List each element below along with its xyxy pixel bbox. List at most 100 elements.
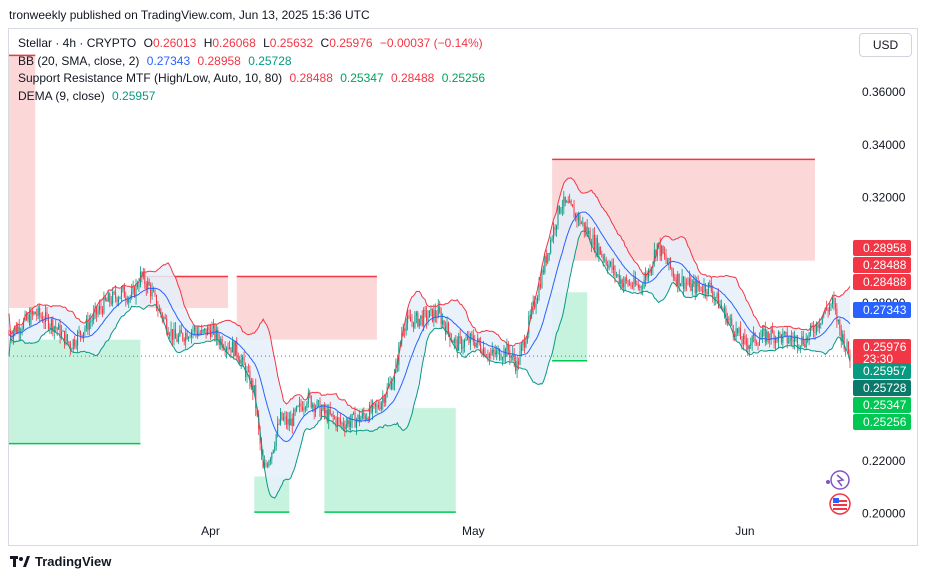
candle-body — [429, 310, 430, 318]
candle-body — [681, 276, 683, 284]
candle-body — [849, 353, 851, 361]
flag-icon[interactable] — [826, 470, 850, 490]
candle-body — [97, 310, 99, 315]
candle-body — [150, 285, 152, 297]
y-tick-label: 0.36000 — [862, 85, 906, 99]
candle-body — [801, 336, 803, 346]
candle-body — [634, 277, 636, 285]
candle-body — [767, 331, 769, 339]
us-flag-icon[interactable] — [829, 493, 851, 515]
candle-body — [459, 336, 461, 338]
candle-body — [208, 327, 210, 331]
candle-body — [18, 326, 20, 334]
candle-body — [247, 370, 249, 372]
candle-body — [446, 322, 448, 335]
candle-body — [55, 326, 57, 329]
candle-body — [266, 464, 268, 467]
price-label-box — [853, 414, 911, 430]
candle-body — [103, 296, 105, 314]
candle-body — [255, 385, 257, 409]
indicator-lines — [8, 177, 851, 499]
candle-body — [538, 283, 540, 298]
candle-body — [204, 328, 206, 330]
candle-body — [604, 259, 606, 261]
candle-body — [510, 355, 512, 358]
chart-frame[interactable] — [8, 28, 918, 546]
candle-body — [220, 339, 222, 345]
candle-body — [739, 328, 741, 340]
candle-body — [280, 412, 282, 424]
candle-body — [160, 308, 162, 314]
candle-body — [573, 207, 575, 218]
candle-body — [674, 277, 676, 280]
candle-body — [491, 349, 493, 355]
candle-body — [779, 332, 781, 335]
tradingview-logo[interactable]: TradingView — [10, 554, 111, 569]
candle-body — [326, 410, 328, 422]
candle-body — [690, 278, 692, 291]
candle-body — [544, 256, 546, 273]
candle-body — [512, 353, 514, 356]
candle-body — [274, 446, 276, 451]
candle-body — [366, 418, 368, 420]
candle-body — [131, 291, 133, 297]
candle-body — [731, 318, 733, 326]
candle-body — [821, 316, 823, 324]
candle-body — [199, 333, 201, 335]
chart-legend: Stellar · 4h · CRYPTO O0.26013 H0.26068 … — [18, 35, 489, 105]
candle-body — [742, 335, 744, 345]
candle-body — [234, 341, 236, 357]
candle-body — [342, 422, 344, 427]
candle-body — [848, 341, 850, 354]
sr-legend-row[interactable]: Support Resistance MTF (High/Low, Auto, … — [18, 71, 486, 85]
candle-body — [777, 332, 779, 342]
candle-body — [507, 343, 509, 351]
candle-body — [455, 339, 457, 341]
candle-body — [36, 314, 38, 316]
candle-body — [791, 337, 793, 340]
candle-body — [665, 255, 667, 261]
x-tick-label: Jun — [735, 524, 754, 538]
close-value: 0.25976 — [329, 36, 373, 50]
candle-body — [846, 341, 848, 349]
candle-body — [633, 277, 635, 287]
candle-body — [80, 330, 82, 335]
candle-body — [39, 307, 41, 317]
candle-body — [91, 319, 93, 322]
candle-body — [27, 314, 29, 320]
candle-body — [164, 317, 166, 319]
currency-button[interactable]: USD — [859, 33, 912, 57]
candle-body — [830, 303, 832, 307]
candle-body — [741, 339, 743, 345]
candle-body — [661, 246, 663, 257]
candle-body — [728, 318, 730, 320]
candle-body — [712, 291, 714, 299]
candle-body — [106, 300, 108, 302]
bb-legend-row[interactable]: BB (20, SMA, close, 2) 0.27343 0.28958 0… — [18, 53, 292, 68]
candle-body — [487, 356, 489, 358]
candle-body — [706, 292, 708, 295]
candle-body — [747, 344, 749, 350]
candle-body — [360, 417, 362, 422]
candle-body — [174, 329, 176, 339]
candle-body — [120, 289, 122, 297]
candle-body — [483, 348, 485, 356]
candle-body — [423, 310, 425, 326]
candle-body — [17, 326, 19, 333]
candle-body — [287, 419, 289, 425]
candle-body — [145, 284, 147, 290]
candle-body — [363, 412, 365, 416]
candle-body — [766, 331, 768, 343]
candle-body — [291, 418, 293, 426]
candle-body — [623, 283, 625, 288]
candle-body — [253, 385, 255, 393]
symbol-name[interactable]: Stellar · 4h · CRYPTO — [18, 36, 137, 50]
candle-body — [207, 327, 209, 336]
candle-body — [580, 223, 582, 224]
dema-legend-row[interactable]: DEMA (9, close) 0.25957 — [18, 88, 156, 103]
candle-body — [823, 313, 825, 317]
candle-body — [304, 407, 306, 409]
candle-body — [285, 416, 287, 425]
candle-body — [231, 341, 233, 353]
